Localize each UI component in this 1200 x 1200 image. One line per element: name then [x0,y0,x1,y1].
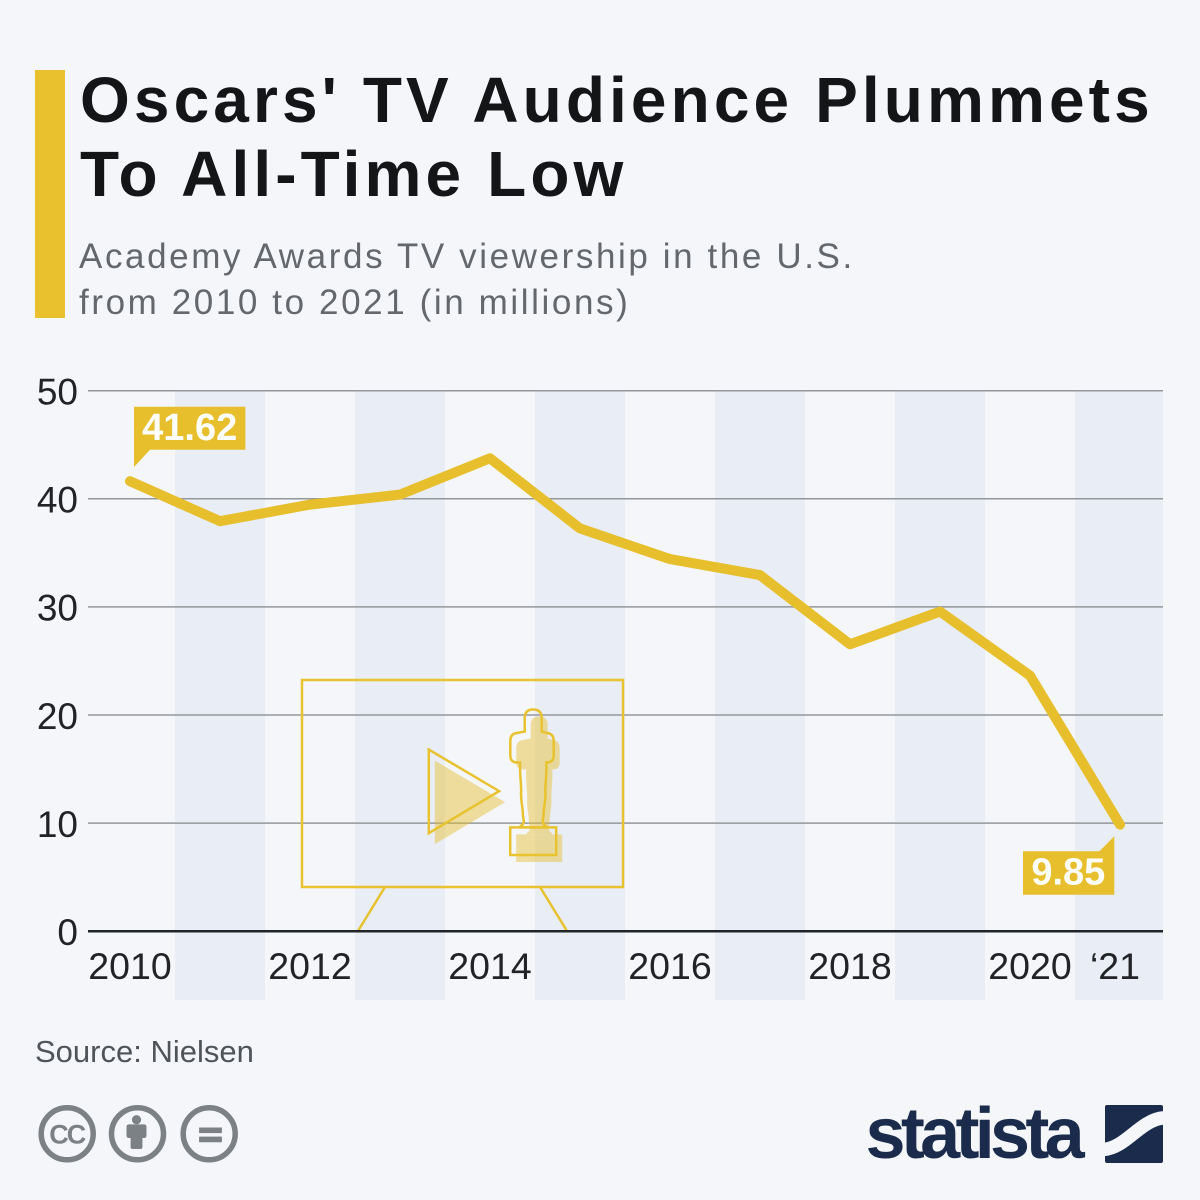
svg-text:‘21: ‘21 [1090,945,1140,987]
svg-text:CC: CC [49,1120,85,1150]
svg-text:2016: 2016 [628,945,711,987]
svg-text:30: 30 [37,588,78,629]
svg-text:2018: 2018 [808,945,891,987]
svg-text:2020: 2020 [988,945,1071,987]
svg-text:20: 20 [37,696,78,737]
svg-text:9.85: 9.85 [1031,851,1105,893]
svg-text:0: 0 [57,912,78,953]
svg-text:2014: 2014 [448,945,531,987]
svg-text:2010: 2010 [88,945,171,987]
svg-text:2012: 2012 [268,945,351,987]
svg-text:50: 50 [37,372,78,413]
svg-text:41.62: 41.62 [142,407,237,449]
svg-text:10: 10 [37,804,78,845]
svg-text:40: 40 [37,480,78,521]
